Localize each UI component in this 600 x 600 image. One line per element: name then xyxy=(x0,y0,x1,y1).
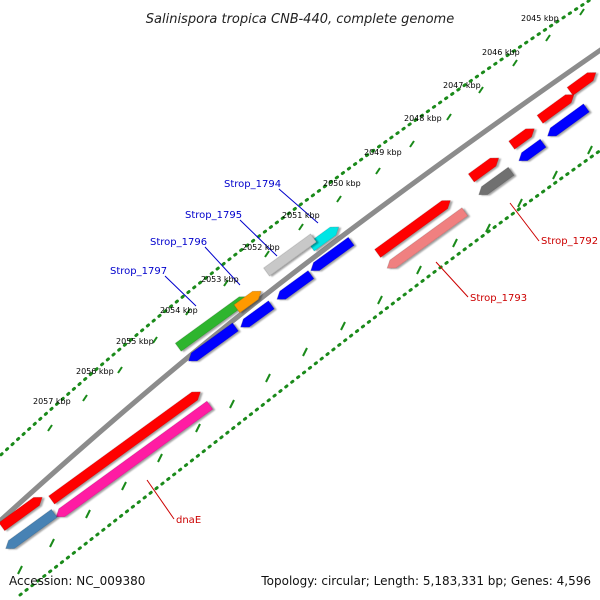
accession-label: Accession: NC_009380 xyxy=(9,574,146,588)
scale-tick-label: 2052 kbp xyxy=(242,243,280,252)
cds-arrow-reverse xyxy=(5,508,58,549)
scale-tick-mark xyxy=(409,140,415,148)
cds-arrow-forward xyxy=(566,72,597,96)
label-strop-1795: Strop_1795 xyxy=(185,210,242,221)
genome-backbone xyxy=(0,47,600,525)
scale-tick-mark xyxy=(336,195,342,203)
scale-tick-mark xyxy=(82,394,88,402)
scale-tick-mark xyxy=(195,423,201,433)
scale-tick-mark xyxy=(579,8,585,16)
scale-tick-mark xyxy=(229,399,235,409)
cds-arrow-reverse xyxy=(310,236,355,271)
scale-tick-label: 2053 kbp xyxy=(201,275,239,284)
label-strop-1796: Strop_1796 xyxy=(150,237,207,248)
scale-tick-mark xyxy=(49,538,55,548)
scale-tick-label: 2046 kbp xyxy=(482,48,520,57)
scale-tick-label: 2049 kbp xyxy=(364,148,402,157)
scale-tick-mark xyxy=(302,347,308,357)
outer-scale-track xyxy=(0,0,592,458)
scale-tick-mark xyxy=(478,86,484,94)
label-leader-line xyxy=(204,246,241,286)
scale-tick-mark xyxy=(552,170,558,180)
scale-tick-label: 2045 kbp xyxy=(521,14,559,23)
scale-tick-mark xyxy=(545,34,551,42)
cds-arrow-reverse xyxy=(547,103,590,137)
label-strop-1793: Strop_1793 xyxy=(470,293,527,304)
scale-tick-mark xyxy=(298,223,304,231)
scale-tick-label: 2054 kbp xyxy=(160,306,198,315)
cds-arrow-reverse xyxy=(276,270,315,300)
label-dnae: dnaE xyxy=(176,515,201,526)
cds-arrow-forward xyxy=(508,128,535,150)
scale-tick-mark xyxy=(416,265,422,275)
label-leader-line xyxy=(239,219,278,257)
scale-tick-mark xyxy=(446,113,452,121)
cds-arrow-reverse xyxy=(518,138,547,162)
label-leader-line xyxy=(509,202,540,242)
cds-arrow-forward xyxy=(374,200,451,258)
scale-tick-mark xyxy=(121,481,127,491)
label-strop-1792: Strop_1792 xyxy=(541,236,598,247)
gene-strop-1792 xyxy=(478,166,515,196)
cds-arrow-reverse xyxy=(188,322,239,362)
map-title: Salinispora tropica CNB-440, complete ge… xyxy=(146,12,454,27)
cds-arrow-reverse xyxy=(240,300,275,328)
scale-tick-label: 2056 kbp xyxy=(76,367,114,376)
scale-tick-mark xyxy=(157,453,163,463)
label-strop-1797: Strop_1797 xyxy=(110,266,167,277)
scale-tick-label: 2057 kbp xyxy=(33,397,71,406)
scale-tick-mark xyxy=(264,250,270,258)
scale-tick-mark xyxy=(17,565,23,575)
label-leader-line xyxy=(278,188,319,224)
scale-tick-mark xyxy=(223,279,229,287)
gene-dnae-complement xyxy=(55,400,214,518)
cds-arrow-forward xyxy=(536,94,575,124)
label-leader-line xyxy=(164,275,197,307)
label-leader-line xyxy=(435,261,469,298)
genome-stats-label: Topology: circular; Length: 5,183,331 bp… xyxy=(261,574,591,588)
gene-strop-1796 xyxy=(233,290,262,314)
scale-tick-label: 2055 kbp xyxy=(116,337,154,346)
scale-tick-mark xyxy=(340,321,346,331)
scale-tick-mark xyxy=(377,295,383,305)
scale-tick-mark xyxy=(85,509,91,519)
gene-dnae xyxy=(48,391,201,505)
cds-arrow-forward xyxy=(0,497,43,532)
gene-strop-1794 xyxy=(307,226,340,252)
scale-tick-mark xyxy=(452,238,458,248)
scale-tick-label: 2047 kbp xyxy=(443,81,481,90)
scale-tick-mark xyxy=(265,373,271,383)
cds-arrow-forward xyxy=(467,157,500,183)
scale-tick-label: 2050 kbp xyxy=(323,179,361,188)
label-strop-1794: Strop_1794 xyxy=(224,179,281,190)
scale-tick-mark xyxy=(512,59,518,67)
scale-tick-label: 2051 kbp xyxy=(282,211,320,220)
scale-tick-mark xyxy=(375,167,381,175)
scale-tick-mark xyxy=(485,223,491,233)
scale-tick-mark xyxy=(47,424,53,432)
scale-tick-mark xyxy=(517,198,523,208)
scale-tick-mark xyxy=(152,336,158,344)
scale-tick-mark xyxy=(587,145,593,155)
inner-scale-track xyxy=(18,148,600,597)
gene-strop-1793 xyxy=(386,207,469,269)
label-leader-line xyxy=(146,479,175,520)
gene-strop-1795 xyxy=(263,233,317,277)
scale-tick-mark xyxy=(117,366,123,374)
scale-tick-mark xyxy=(185,308,191,316)
scale-tick-label: 2048 kbp xyxy=(404,114,442,123)
